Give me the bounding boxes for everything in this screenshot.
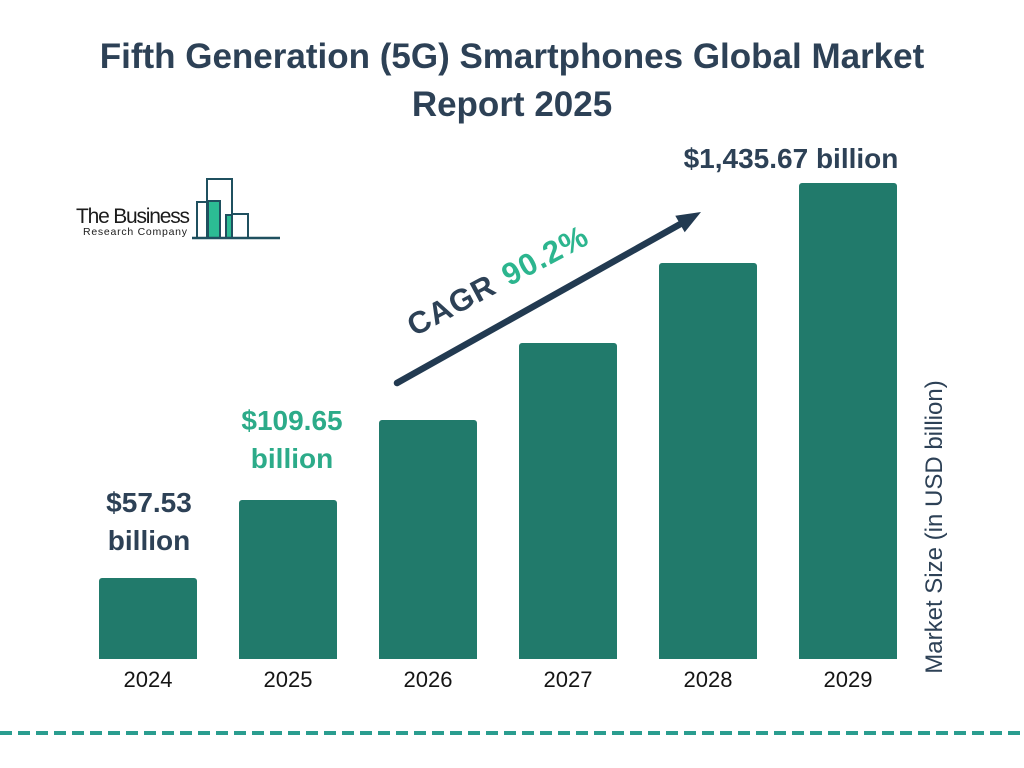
bar-2029 (799, 183, 897, 659)
chart-title: Fifth Generation (5G) Smartphones Global… (99, 37, 925, 124)
value-label-2029: $1,435.67 billion (683, 143, 899, 174)
x-tick-2025: 2025 (263, 667, 313, 692)
value-label-2025: $109.65 billion (241, 405, 343, 474)
bar-2024 (99, 578, 197, 659)
y-axis-label: Market Size (in USD billion) (921, 380, 948, 674)
x-tick-2028: 2028 (683, 667, 733, 692)
logo-chart-icon (192, 178, 280, 240)
x-tick-2026: 2026 (403, 667, 453, 692)
bar-2028 (659, 263, 757, 659)
x-tick-2027: 2027 (543, 667, 593, 692)
logo-text: The Business (76, 205, 190, 228)
value-label-2024: $57.53 billion (106, 487, 192, 556)
bar-2026 (379, 420, 477, 659)
x-tick-2024: 2024 (123, 667, 173, 692)
company-logo: The Business Research Company (76, 178, 280, 240)
bar-2027 (519, 343, 617, 659)
x-tick-2029: 2029 (823, 667, 873, 692)
bar-2025 (239, 500, 337, 659)
logo-subtext: Research Company (83, 226, 188, 238)
